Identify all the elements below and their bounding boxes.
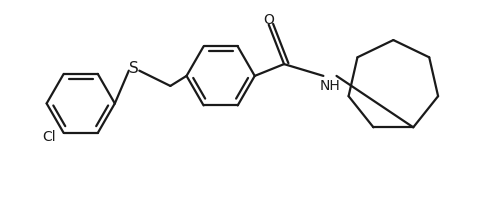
Text: Cl: Cl <box>42 130 56 144</box>
Text: O: O <box>263 13 273 27</box>
Text: S: S <box>129 61 138 76</box>
Text: NH: NH <box>319 79 340 93</box>
